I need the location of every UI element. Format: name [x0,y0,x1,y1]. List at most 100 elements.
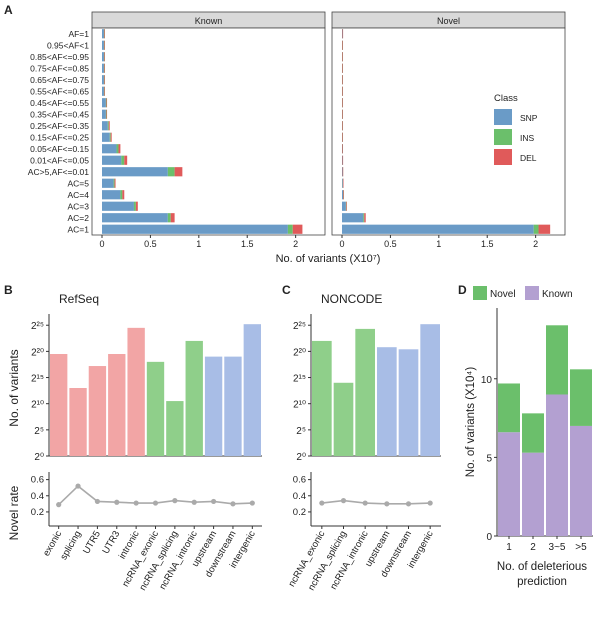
novel-rate-point [114,499,120,505]
bar-snp-known [102,121,108,131]
x-tick-label: 0.5 [384,239,397,249]
bar-del-novel [342,167,344,177]
bar-del-novel [538,224,551,234]
rate-y-tick-label: 0.6 [31,475,44,486]
y-tick-label: 2⁰ [34,452,44,463]
y-tick-label: 2²⁰ [293,347,306,358]
y-category-label: AC=4 [68,190,90,200]
legend-swatch [494,109,512,125]
bar-exonic [50,354,68,456]
bar-del-novel [342,178,344,188]
bar-upstream [204,356,223,456]
x-tick-label: 2 [293,239,298,249]
bar-novel [522,413,544,453]
rate-y-tick-label: 0.4 [31,491,44,502]
bar-downstream [398,349,419,456]
bar-ncRNA_splicing [333,382,354,456]
y-category-label: AC>5,AF<=0.01 [28,167,89,177]
novel-rate-point [152,500,159,506]
bar-del-known [110,132,112,142]
bar-del-novel [342,63,343,73]
bar-ncRNA_intronic [355,328,375,456]
panel-a-variant-class-chart: Known 0 0.5 1 1.5 2 Novel 0 0.5 1 1.5 2 AF=10.95<AF<… [28,11,566,265]
novel-rate-point [75,483,81,489]
bar-known [570,425,592,536]
y-tick-label: 2¹⁵ [293,374,306,385]
bar-ins-novel [345,201,347,211]
bar-del-novel [342,40,343,50]
bar-novel [570,369,592,426]
y-category-label: 0.05<AF<=0.15 [30,144,89,154]
bar-ins-known [103,75,105,85]
novel-rate-point [230,501,236,507]
bar-ins-novel [363,213,365,223]
bar-UTR3 [108,354,126,456]
legend-label: SNP [520,113,538,123]
y-category-label: AC=2 [68,213,90,223]
y-category-label: 0.55<AF<=0.65 [30,86,89,96]
facet-panel [91,27,326,236]
y-tick-label: 2²⁵ [293,321,306,332]
x-category-label: 2 [530,542,536,553]
bar-ins-known [107,121,109,131]
bar-snp-known [102,178,114,188]
bar-snp-novel [342,167,343,177]
bar-ins-known [113,178,115,188]
bar-snp-known [102,98,106,108]
novel-rate-point [133,500,139,506]
bar-del-known [124,155,128,165]
y-tick-label: 0 [486,532,492,543]
y-category-label: 0.01<AF<=0.05 [30,155,89,165]
bar-ins-known [121,155,125,165]
bar-del-novel [346,201,347,211]
bar-del-known [104,52,105,62]
bar-ins-novel [533,224,539,234]
bar-ncRNA_splicing [166,401,184,456]
rate-y-tick-label: 0.6 [293,475,306,486]
bar-intergenic [420,324,440,456]
bar-del-novel [342,98,343,108]
bar-del-novel [342,155,344,165]
panel-b-refseq-chart: RefSeq 2⁰ 2⁵ 2¹⁰ 2¹⁵ 2²⁰ 2²⁵ No. of variants Nov… [7,292,262,593]
y-tick-label: 2⁰ [296,452,306,463]
bar-known [498,432,520,536]
rate-y-tick-label: 0.2 [31,507,44,518]
bar-snp-novel [342,213,364,223]
panel-label-c: C [282,283,291,297]
facet-label: Novel [437,16,460,26]
x-tick-label: 0 [99,239,104,249]
chart-title: NONCODE [321,292,382,306]
facet-label: Known [195,16,223,26]
bar-snp-novel [342,201,346,211]
legend-label-novel: Novel [490,289,516,300]
bar-snp-known [102,167,168,177]
bar-ins-known [116,144,119,154]
facet-panel [331,27,566,236]
panel-label-d: D [458,283,467,297]
bar-del-known [104,86,105,96]
y-category-label: 0.65<AF<=0.75 [30,75,89,85]
bar-snp-known [102,29,104,39]
y-category-label: 0.15<AF<=0.25 [30,132,89,142]
y-tick-label: 2²⁵ [31,321,44,332]
y-category-label: 0.45<AF<=0.55 [30,98,89,108]
y-tick-label: 2⁵ [34,426,44,437]
bar-del-known [108,121,110,131]
bar-splicing [69,388,87,456]
bar-snp-novel [342,224,534,234]
bar-snp-novel [342,178,343,188]
panel-d-deleterious-chart: Novel Known 0 5 10 1 2 3~5 >5 No. of variants (X1… [465,286,593,588]
legend-label: DEL [520,153,537,163]
bar-ins-known [103,40,105,50]
bar-ncRNA_intronic [185,340,203,456]
bar-snp-novel [342,190,344,200]
bar-snp-known [102,40,104,50]
x-tick-label: 1 [196,239,201,249]
x-axis-title: No. of variants (X10⁷) [276,253,381,265]
chart-title: RefSeq [59,292,99,306]
novel-rate-point [56,502,62,508]
bar-ins-known [167,167,175,177]
x-axis-title-line1: No. of deleterious [497,561,587,573]
x-category-label: 3~5 [549,542,566,553]
